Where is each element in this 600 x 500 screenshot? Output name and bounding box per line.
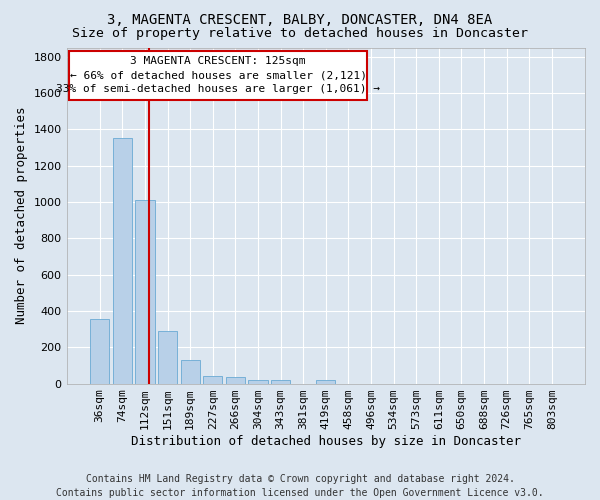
Bar	[113, 138, 132, 384]
Bar	[271, 380, 290, 384]
Bar	[136, 200, 155, 384]
Bar	[90, 319, 109, 384]
Bar	[248, 380, 268, 384]
Bar	[181, 360, 200, 384]
Y-axis label: Number of detached properties: Number of detached properties	[15, 107, 28, 324]
Bar	[203, 376, 223, 384]
X-axis label: Distribution of detached houses by size in Doncaster: Distribution of detached houses by size …	[131, 434, 521, 448]
Text: Size of property relative to detached houses in Doncaster: Size of property relative to detached ho…	[72, 28, 528, 40]
Bar	[316, 380, 335, 384]
Text: Contains HM Land Registry data © Crown copyright and database right 2024.
Contai: Contains HM Land Registry data © Crown c…	[56, 474, 544, 498]
Bar	[226, 378, 245, 384]
Bar	[158, 331, 177, 384]
Text: 3, MAGENTA CRESCENT, BALBY, DONCASTER, DN4 8EA: 3, MAGENTA CRESCENT, BALBY, DONCASTER, D…	[107, 12, 493, 26]
FancyBboxPatch shape	[69, 51, 367, 100]
Text: 3 MAGENTA CRESCENT: 125sqm
← 66% of detached houses are smaller (2,121)
33% of s: 3 MAGENTA CRESCENT: 125sqm ← 66% of deta…	[56, 56, 380, 94]
